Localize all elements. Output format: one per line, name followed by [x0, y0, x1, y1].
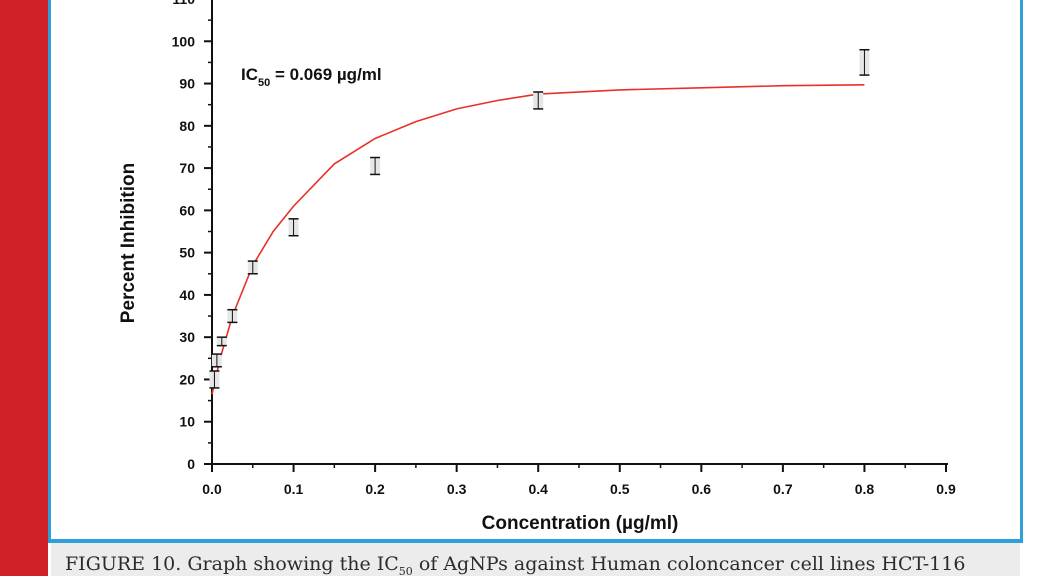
y-tick-label: 0 [187, 456, 195, 472]
x-tick-label: 0.1 [284, 481, 304, 497]
caption-suffix: of AgNPs against Human coloncancer cell … [412, 553, 966, 575]
y-tick-label: 60 [179, 202, 195, 218]
y-tick-label: 50 [179, 245, 195, 261]
y-tick-label: 20 [179, 371, 195, 387]
x-tick-label: 0.0 [202, 481, 222, 497]
figure-caption-box: FIGURE 10. Graph showing the IC50 of AgN… [51, 543, 1020, 576]
ic50-annotation-subscript: 50 [258, 77, 270, 89]
y-tick-label: 110 [172, 0, 195, 7]
y-tick-label: 30 [179, 329, 195, 345]
figure-frame-bottom [48, 539, 1023, 543]
y-tick-label: 40 [179, 287, 195, 303]
y-tick-label: 10 [179, 414, 195, 430]
ic50-annotation-value: = 0.069 µg/ml [270, 65, 381, 84]
data-point [370, 156, 381, 176]
x-tick-label: 0.7 [773, 481, 793, 497]
y-tick-label: 100 [172, 33, 196, 49]
x-tick-label: 0.6 [692, 481, 712, 497]
x-tick-label: 0.8 [855, 481, 875, 497]
x-tick-label: 0.9 [936, 481, 956, 497]
ic50-chart: 0102030405060708090100110 0.00.10.20.30.… [118, 0, 956, 534]
caption-prefix: FIGURE 10. Graph showing the IC [65, 553, 399, 575]
y-axis-title: Percent Inhibition [118, 163, 139, 323]
figure-frame-left [48, 0, 51, 542]
x-axis-ticks: 0.0 0.1 0.2 0.3 0.4 0.5 0.6 0.7 0.8 0.9 [202, 464, 956, 497]
data-points [209, 48, 870, 389]
figure-frame-right [1020, 0, 1023, 542]
y-tick-label: 70 [179, 160, 195, 176]
y-axis-ticks: 0 10 20 30 40 50 60 70 80 90 100 110 [172, 0, 212, 472]
y-tick-label: 80 [179, 118, 195, 134]
data-point [859, 48, 870, 76]
x-tick-label: 0.3 [447, 481, 467, 497]
fit-curve-line [211, 84, 865, 395]
x-tick-label: 0.2 [365, 481, 385, 497]
x-tick-label: 0.4 [528, 481, 548, 497]
data-point [216, 336, 227, 347]
fit-curve-layer [211, 84, 865, 395]
caption-subscript: 50 [398, 564, 413, 576]
ic50-annotation-prefix: IC [241, 65, 258, 84]
data-point [288, 218, 299, 237]
data-point [247, 260, 258, 275]
y-tick-label: 90 [179, 76, 195, 92]
x-tick-label: 0.5 [610, 481, 630, 497]
figure-caption: FIGURE 10. Graph showing the IC50 of AgN… [65, 553, 965, 576]
data-point [227, 308, 238, 324]
data-point [211, 353, 222, 368]
data-point [209, 370, 220, 389]
x-axis-title: Concentration (µg/ml) [482, 513, 679, 534]
ic50-annotation: IC50 = 0.069 µg/ml [241, 65, 382, 89]
data-point [533, 91, 544, 110]
left-accent-bar [0, 0, 48, 576]
